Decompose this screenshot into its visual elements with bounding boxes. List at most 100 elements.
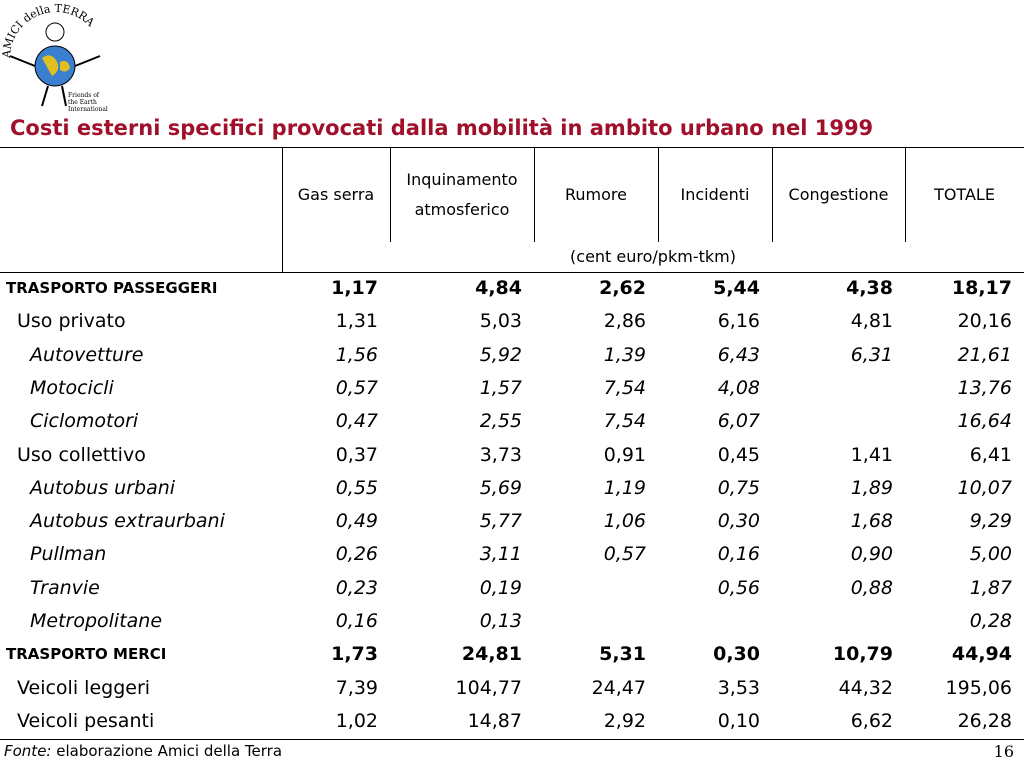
- cell-value: 4,81: [850, 310, 893, 333]
- cell-value: 5,44: [713, 277, 760, 299]
- cell-value: 5,03: [479, 310, 522, 333]
- cell-value: 0,13: [479, 610, 522, 632]
- cell-value: 6,16: [717, 310, 760, 333]
- row-label: TRASPORTO MERCI: [6, 645, 167, 664]
- cell-value: 2,62: [599, 277, 646, 299]
- row-label: TRASPORTO PASSEGGERI: [6, 279, 218, 297]
- cell-value: 0,26: [335, 543, 378, 566]
- cell-value: 1,41: [850, 443, 893, 466]
- cell-value: 0,57: [335, 376, 378, 399]
- cell-value: 0,49: [335, 510, 378, 533]
- cell-value: 2,55: [479, 410, 522, 433]
- column-header: Gas serra: [297, 184, 375, 204]
- footer-source: Fonte: elaborazione Amici della Terra: [4, 742, 282, 760]
- rule: [0, 147, 1024, 148]
- cell-value: 13,76: [957, 376, 1012, 399]
- cell-value: 10,79: [832, 643, 893, 666]
- cell-value: 24,47: [591, 676, 646, 699]
- cell-value: 24,81: [461, 643, 522, 666]
- cell-value: 0,91: [603, 443, 646, 466]
- cell-value: 1,17: [331, 277, 378, 299]
- cell-value: 4,08: [717, 376, 760, 399]
- cell-value: 0,10: [717, 709, 760, 732]
- title: Costi esterni specifici provocati dalla …: [10, 116, 874, 140]
- rule: [534, 147, 535, 242]
- cell-value: 195,06: [945, 676, 1012, 699]
- cell-value: 0,90: [850, 543, 893, 566]
- cell-value: 4,38: [846, 277, 893, 299]
- rule: [390, 147, 391, 242]
- cell-value: 104,77: [455, 676, 522, 699]
- row-label: Motocicli: [30, 376, 114, 399]
- cell-value: 0,56: [717, 576, 760, 599]
- cell-value: 1,89: [850, 476, 893, 499]
- cell-value: 18,17: [951, 277, 1012, 299]
- cell-value: 6,41: [969, 443, 1012, 466]
- rule: [658, 147, 659, 242]
- row-label: Autobus extraurbani: [30, 510, 225, 533]
- cell-value: 3,53: [717, 676, 760, 699]
- cell-value: 6,43: [717, 343, 760, 366]
- cell-value: 0,57: [603, 543, 646, 566]
- row-label: Uso collettivo: [17, 443, 146, 466]
- row-label: Tranvie: [30, 576, 100, 599]
- cell-value: 1,39: [603, 343, 646, 366]
- cell-value: 0,16: [717, 543, 760, 566]
- cell-value: 0,75: [717, 476, 760, 499]
- cell-value: 1,02: [335, 709, 378, 732]
- source: elaborazione Amici della Terra: [56, 742, 283, 760]
- row-label: Ciclomotori: [30, 410, 139, 433]
- row-label: Veicoli pesanti: [17, 709, 155, 732]
- cell-value: 20,16: [957, 310, 1012, 333]
- cell-value: 5,92: [479, 343, 522, 366]
- cell-value: 0,23: [335, 576, 378, 599]
- cell-value: 5,00: [969, 543, 1012, 566]
- rule: [905, 147, 906, 242]
- cell-value: 14,87: [467, 709, 522, 732]
- cell-value: 44,94: [951, 643, 1012, 666]
- cell-value: 0,45: [717, 443, 760, 466]
- row-label: Pullman: [30, 543, 107, 566]
- cell-value: 21,61: [957, 343, 1012, 366]
- cell-value: 1,73: [331, 643, 378, 666]
- limbs: [9, 55, 101, 107]
- logo: AMICI della TERRA Friends of the Earth I…: [0, 2, 108, 113]
- cell-value: 1,56: [335, 343, 378, 366]
- cell-value: 1,31: [335, 310, 378, 333]
- cell-value: 0,30: [717, 510, 760, 533]
- cell-value: 7,39: [335, 676, 378, 699]
- rule: [772, 147, 773, 242]
- cell-value: 0,19: [479, 576, 522, 599]
- source-label: Fonte:: [4, 742, 52, 760]
- cell-value: 2,92: [603, 709, 646, 732]
- cell-value: 6,31: [850, 343, 893, 366]
- cell-value: 0,30: [713, 643, 760, 666]
- column-header: TOTALE: [934, 184, 995, 204]
- cell-value: 6,62: [850, 709, 893, 732]
- cell-value: 1,68: [850, 510, 893, 533]
- cell-value: 4,84: [475, 277, 522, 299]
- cell-value: 44,32: [838, 676, 893, 699]
- cell-value: 9,29: [969, 510, 1012, 533]
- continents: [42, 55, 70, 76]
- cell-value: 0,28: [969, 610, 1012, 632]
- cell-value: 0,16: [335, 610, 378, 632]
- cell-value: 1,87: [969, 576, 1012, 599]
- row-label: Uso privato: [17, 310, 126, 333]
- cell-value: 3,11: [479, 543, 522, 566]
- logo-tagline: Friends of the Earth International: [68, 92, 108, 113]
- column-header: Congestione: [788, 184, 889, 204]
- column-header: Inquinamento atmosferico: [406, 169, 518, 219]
- cell-value: 0,88: [850, 576, 893, 599]
- logo-tagline-box: Friends of the Earth International: [68, 92, 108, 113]
- row-label: Autobus urbani: [30, 476, 176, 499]
- cell-value: 6,07: [717, 410, 760, 433]
- cell-value: 7,54: [603, 410, 646, 433]
- cell-value: 0,55: [335, 476, 378, 499]
- cell-value: 3,73: [479, 443, 522, 466]
- row-label: Metropolitane: [30, 610, 163, 632]
- page-number: 16: [993, 742, 1014, 761]
- cell-value: 1,06: [603, 510, 646, 533]
- face: [45, 22, 65, 42]
